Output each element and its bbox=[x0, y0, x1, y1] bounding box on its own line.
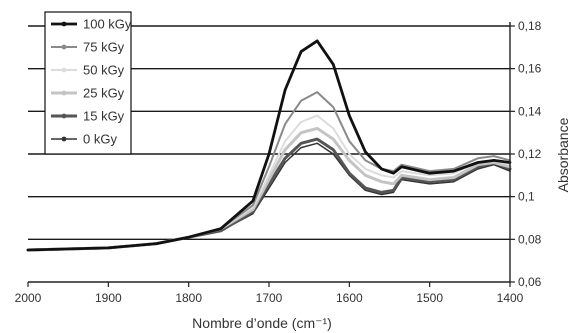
legend-marker bbox=[61, 113, 67, 119]
legend-marker bbox=[61, 21, 67, 27]
series-line bbox=[26, 39, 512, 252]
legend: 100 kGy 75 kGy 50 kGy 25 kGy 15 kGy 0 kGy bbox=[44, 11, 132, 155]
x-axis-title: Nombre d’onde (cm⁻¹) bbox=[192, 315, 332, 331]
legend-marker bbox=[61, 90, 67, 96]
x-tick-labels: 2000 1900 1800 1700 1600 1500 1400 bbox=[15, 291, 524, 305]
y-tick-label: 0,12 bbox=[518, 147, 542, 161]
x-tick-label: 1600 bbox=[336, 291, 363, 305]
x-tick-label: 1900 bbox=[95, 291, 122, 305]
legend-label: 15 kGy bbox=[83, 109, 125, 124]
legend-label: 50 kGy bbox=[83, 63, 125, 78]
y-tick-label: 0,08 bbox=[518, 232, 542, 246]
y-axis-title: Absorbance bbox=[555, 117, 571, 192]
legend-marker bbox=[61, 67, 67, 73]
legend-label: 0 kGy bbox=[83, 132, 117, 147]
legend-box bbox=[44, 11, 132, 155]
legend-marker bbox=[61, 136, 67, 142]
x-tick-label: 1800 bbox=[175, 291, 202, 305]
x-tick-label: 1700 bbox=[256, 291, 283, 305]
x-tick-label: 1500 bbox=[416, 291, 443, 305]
series-lines bbox=[26, 39, 512, 252]
y-tick-label: 0,1 bbox=[518, 190, 535, 204]
y-tick-label: 0,16 bbox=[518, 62, 542, 76]
y-tick-labels: 0,06 0,08 0,1 0,12 0,14 0,16 0,18 bbox=[518, 19, 542, 289]
legend-label: 25 kGy bbox=[83, 86, 125, 101]
axes bbox=[27, 22, 515, 287]
x-tick-label: 2000 bbox=[15, 291, 42, 305]
legend-label: 75 kGy bbox=[83, 40, 125, 55]
x-tick-label: 1400 bbox=[497, 291, 524, 305]
y-tick-label: 0,06 bbox=[518, 275, 542, 289]
legend-marker bbox=[61, 44, 67, 50]
y-tick-label: 0,14 bbox=[518, 104, 542, 118]
legend-label: 100 kGy bbox=[83, 17, 132, 32]
y-tick-label: 0,18 bbox=[518, 19, 542, 33]
